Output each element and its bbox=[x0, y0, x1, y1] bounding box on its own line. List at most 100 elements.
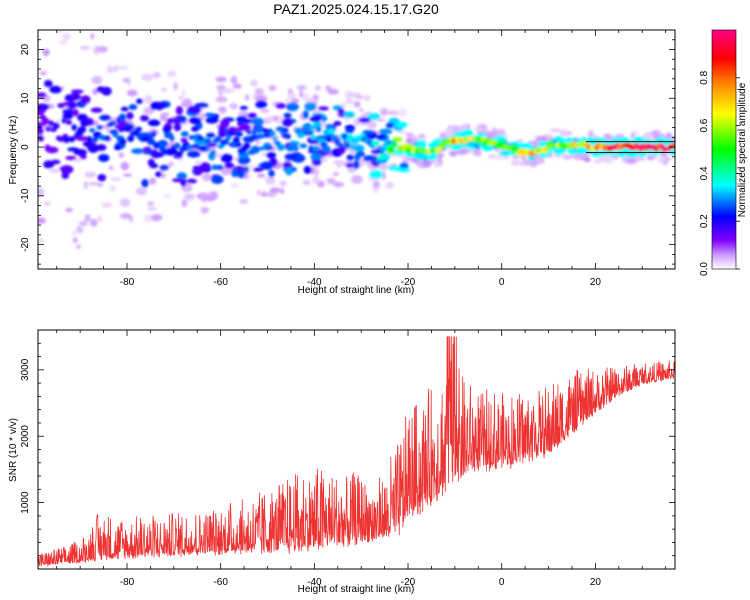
heatmap-cell bbox=[181, 88, 186, 98]
heatmap-cell bbox=[112, 131, 119, 138]
heatmap-cell bbox=[269, 187, 281, 193]
x-tick-label: -20 bbox=[401, 277, 416, 288]
heatmap-cell bbox=[214, 136, 222, 142]
heatmap-cell bbox=[362, 130, 375, 135]
heatmap-cell bbox=[345, 128, 355, 134]
heatmap-cell bbox=[660, 138, 675, 144]
heatmap-cell bbox=[61, 118, 67, 124]
heatmap-cell bbox=[376, 134, 387, 140]
snr-ylabel: SNR (10 * v/v) bbox=[8, 418, 19, 482]
heatmap-cell bbox=[178, 96, 184, 100]
heatmap-cell bbox=[62, 24, 69, 28]
heatmap-cell bbox=[257, 189, 261, 197]
heatmap-cell bbox=[176, 172, 187, 180]
heatmap-cell bbox=[191, 126, 199, 132]
heatmap-cell bbox=[59, 166, 72, 171]
heatmap-cell bbox=[285, 167, 293, 176]
spectrogram-ticks: -80 -60 -40 -20 0 20 -20 -10 0 10 20 bbox=[20, 29, 675, 288]
heatmap-cell bbox=[455, 126, 464, 133]
heatmap-cell bbox=[122, 173, 133, 177]
heatmap-cell bbox=[87, 144, 99, 153]
heatmap-cell bbox=[396, 167, 411, 173]
heatmap-cell bbox=[75, 244, 82, 249]
heatmap-cell bbox=[101, 202, 113, 208]
y-tick-label: 2000 bbox=[20, 425, 31, 448]
heatmap-cell bbox=[379, 107, 389, 116]
snr-xlabel: Height of straight line (km) bbox=[298, 584, 415, 595]
heatmap-cell bbox=[527, 160, 539, 166]
heatmap-cell bbox=[173, 82, 178, 91]
heatmap-cell bbox=[473, 148, 482, 157]
heatmap-cell bbox=[247, 149, 257, 155]
heatmap-cell bbox=[200, 207, 210, 213]
heatmap-cell bbox=[215, 164, 224, 171]
heatmap-cell bbox=[50, 16, 60, 21]
heatmap-cell bbox=[239, 105, 248, 111]
heatmap-cell bbox=[389, 142, 398, 149]
heatmap-cell bbox=[259, 108, 270, 114]
y-tick-label: -20 bbox=[20, 237, 31, 252]
heatmap-cell bbox=[251, 117, 264, 127]
heatmap-cell bbox=[147, 119, 161, 127]
heatmap-cell bbox=[282, 127, 289, 133]
heatmap-cell bbox=[42, 48, 50, 57]
heatmap-cell bbox=[117, 65, 129, 70]
heatmap-cell bbox=[149, 177, 157, 185]
heatmap-cell bbox=[289, 140, 297, 146]
heatmap-cell bbox=[449, 151, 457, 157]
heatmap-cell bbox=[186, 178, 197, 184]
heatmap-cell bbox=[217, 87, 224, 97]
heatmap-cell bbox=[42, 117, 50, 125]
heatmap-cell bbox=[70, 89, 84, 94]
heatmap-cell bbox=[38, 188, 45, 197]
heatmap-cell bbox=[204, 138, 212, 144]
heatmap-cell bbox=[166, 117, 181, 124]
heatmap-cell bbox=[232, 136, 240, 143]
heatmap-cell bbox=[205, 116, 219, 124]
colorbar-label: Normalized spectral amplitude bbox=[737, 82, 748, 217]
heatmap-cell bbox=[118, 152, 125, 158]
heatmap-cell bbox=[118, 113, 126, 122]
heatmap-cell bbox=[199, 145, 207, 152]
heatmap-cell bbox=[317, 106, 329, 111]
heatmap-cell bbox=[384, 182, 395, 190]
heatmap-cell bbox=[266, 152, 277, 159]
spectrogram-xlabel: Height of straight line (km) bbox=[298, 285, 415, 296]
heatmap-cell bbox=[147, 138, 156, 145]
heatmap-cell bbox=[77, 126, 87, 133]
heatmap-blobs bbox=[38, 16, 675, 249]
heatmap-cell bbox=[416, 139, 427, 148]
heatmap-cell bbox=[247, 112, 257, 119]
heatmap-cell bbox=[367, 113, 381, 120]
heatmap-cell bbox=[176, 151, 184, 157]
heatmap-cell bbox=[268, 169, 275, 178]
x-tick-label: 0 bbox=[499, 277, 505, 288]
heatmap-contour bbox=[586, 141, 675, 153]
heatmap-cell bbox=[90, 218, 98, 227]
heatmap-cell bbox=[43, 80, 53, 88]
heatmap-cell bbox=[282, 161, 292, 169]
heatmap-cell bbox=[187, 105, 202, 115]
heatmap-cell bbox=[110, 177, 122, 181]
heatmap-cell bbox=[302, 110, 309, 119]
heatmap-cell bbox=[96, 125, 104, 130]
heatmap-cell bbox=[126, 89, 138, 97]
heatmap-cell bbox=[146, 207, 157, 211]
heatmap-cell bbox=[224, 162, 234, 169]
heatmap-cell bbox=[394, 137, 403, 142]
spectrogram-panel: -80 -60 -40 -20 0 20 -20 -10 0 10 20 Height of str… bbox=[8, 16, 676, 296]
heatmap-cell bbox=[61, 172, 70, 179]
heatmap-cell bbox=[58, 39, 67, 46]
heatmap-cell bbox=[359, 108, 364, 112]
heatmap-cell bbox=[109, 185, 116, 192]
heatmap-cell bbox=[298, 89, 304, 98]
colorbar-tick-label: 0.2 bbox=[699, 214, 710, 228]
heatmap-cell bbox=[169, 135, 175, 142]
heatmap-cell bbox=[255, 140, 260, 146]
y-tick-label: 0 bbox=[20, 144, 31, 150]
heatmap-cell bbox=[327, 88, 339, 95]
heatmap-cell bbox=[345, 99, 355, 104]
heatmap-cell bbox=[84, 214, 91, 222]
heatmap-cell bbox=[251, 127, 257, 135]
x-tick-label: -40 bbox=[307, 277, 322, 288]
